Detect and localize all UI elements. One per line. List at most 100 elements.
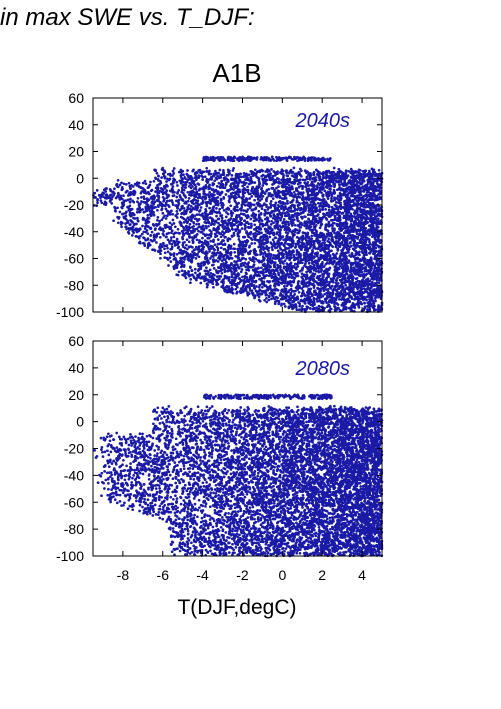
data-point — [240, 268, 244, 271]
data-point — [169, 260, 173, 263]
data-point — [189, 278, 193, 281]
data-point — [312, 279, 316, 283]
data-point — [184, 202, 188, 205]
data-point — [216, 260, 220, 263]
data-point — [318, 299, 322, 302]
data-point — [189, 194, 193, 197]
data-point — [272, 221, 275, 225]
data-point — [320, 248, 324, 252]
data-point — [146, 237, 150, 240]
data-point — [210, 232, 213, 236]
data-point — [219, 198, 223, 202]
data-point — [338, 210, 342, 214]
data-point — [300, 294, 304, 298]
data-point — [360, 271, 364, 274]
data-point — [169, 247, 173, 251]
data-point — [226, 245, 230, 249]
data-point — [252, 216, 256, 219]
data-point — [146, 232, 150, 235]
data-point — [224, 193, 228, 196]
data-point — [301, 266, 305, 270]
data-point — [257, 295, 261, 299]
data-point — [225, 261, 228, 264]
data-point — [181, 243, 185, 247]
data-point — [241, 275, 244, 279]
data-point — [297, 285, 300, 289]
data-point — [242, 283, 246, 286]
data-point — [209, 209, 213, 213]
data-point — [185, 243, 188, 247]
data-point — [229, 245, 232, 249]
data-point — [226, 212, 230, 216]
data-point — [271, 183, 274, 186]
data-point — [269, 284, 272, 288]
data-point — [191, 181, 195, 185]
data-point — [158, 219, 162, 223]
data-point — [136, 196, 140, 200]
data-point — [280, 281, 284, 285]
data-point — [214, 219, 218, 223]
data-point — [205, 273, 209, 276]
data-point — [213, 243, 217, 247]
data-point — [324, 262, 328, 266]
data-point — [173, 225, 177, 229]
data-point — [155, 241, 158, 244]
data-point — [281, 193, 285, 197]
data-point — [339, 207, 343, 211]
data-point — [281, 189, 285, 193]
data-point — [312, 297, 316, 301]
data-point — [234, 276, 238, 280]
data-point — [103, 200, 107, 204]
data-point — [190, 218, 193, 221]
data-point — [322, 309, 326, 312]
data-point — [170, 245, 174, 249]
data-point — [154, 176, 157, 180]
data-point — [314, 210, 318, 214]
data-point — [272, 288, 276, 292]
data-point — [179, 248, 183, 252]
data-point — [191, 241, 195, 245]
data-point — [279, 181, 283, 185]
data-point — [297, 308, 301, 312]
data-point — [311, 239, 315, 243]
data-point — [199, 281, 203, 285]
data-point — [192, 220, 195, 224]
data-point — [290, 231, 294, 234]
data-point — [350, 251, 354, 255]
data-point — [283, 259, 287, 263]
data-point — [306, 181, 310, 184]
data-point — [266, 217, 270, 220]
data-point — [299, 174, 303, 178]
data-point — [136, 181, 139, 184]
data-point — [247, 192, 251, 196]
data-point — [238, 246, 242, 250]
data-point — [171, 212, 175, 216]
data-point — [259, 253, 262, 256]
data-point — [321, 193, 325, 197]
data-point — [243, 175, 247, 178]
data-point — [191, 246, 194, 249]
data-point — [137, 185, 141, 189]
data-point — [239, 212, 243, 216]
data-point — [312, 286, 316, 289]
data-point — [330, 199, 334, 203]
data-point — [140, 196, 143, 199]
data-point — [324, 176, 328, 180]
figure-title: in max SWE vs. T_DJF: — [0, 4, 255, 31]
data-point — [194, 245, 198, 249]
data-point — [317, 270, 321, 274]
data-point — [312, 170, 316, 174]
data-point — [201, 178, 204, 181]
data-point — [292, 166, 296, 170]
data-point — [213, 232, 217, 236]
data-point — [145, 221, 148, 225]
data-point — [340, 240, 344, 244]
data-point — [198, 187, 202, 191]
data-point — [170, 242, 174, 246]
data-point — [151, 212, 155, 216]
data-point — [296, 204, 300, 207]
data-point — [138, 210, 141, 214]
data-point — [197, 255, 201, 259]
data-point — [289, 201, 292, 204]
data-point — [316, 201, 320, 205]
